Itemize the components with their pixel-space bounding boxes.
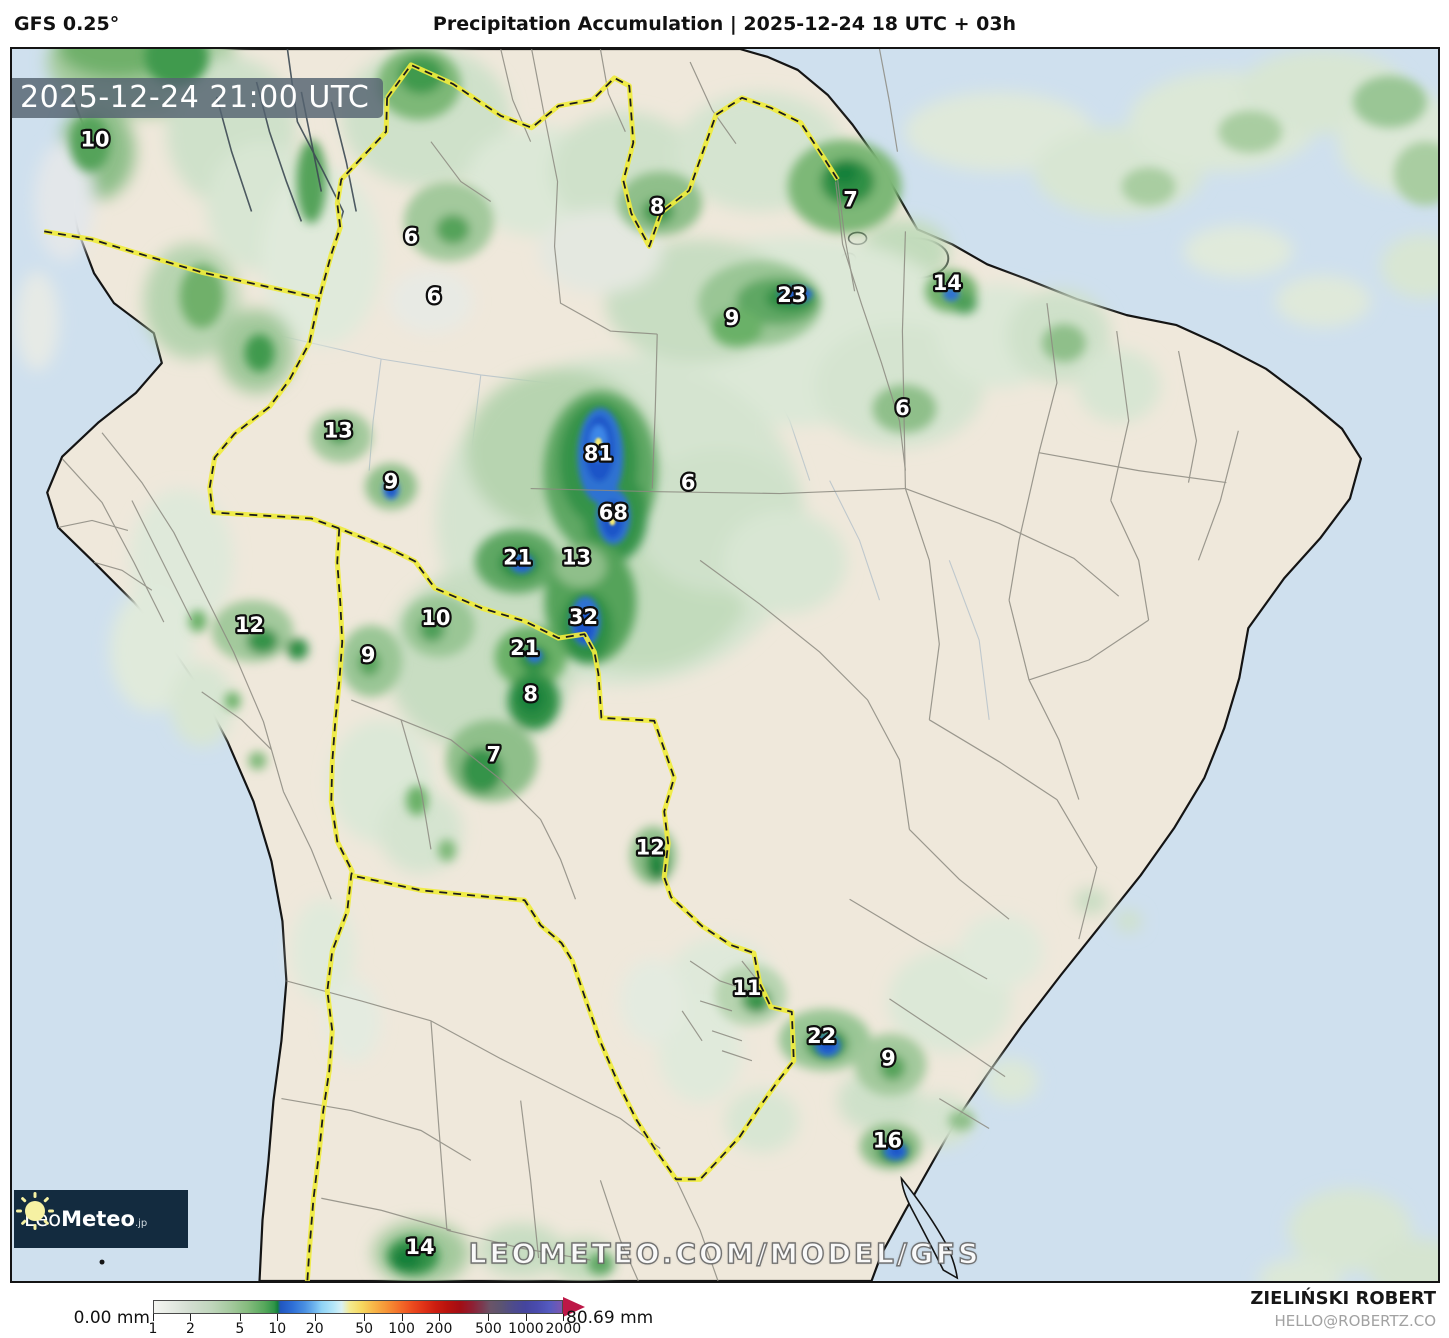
precip-max-dots xyxy=(594,437,616,526)
colorbar xyxy=(153,1300,563,1314)
legend-tick-label: 100 xyxy=(388,1321,415,1337)
legend-tick-mark xyxy=(239,1314,241,1321)
legend-max-label: 80.69 mm xyxy=(566,1308,654,1328)
legend-tick-label: 2 xyxy=(185,1321,195,1337)
precip-value-label: 16 xyxy=(873,1128,902,1152)
legend-tick-mark xyxy=(401,1314,403,1321)
map-canvas: 10 6 6 8 7 23 9 14 6 13 9 81 6 68 21 13 10 32 12 21 9 8 7 12 11 2… xyxy=(10,47,1440,1283)
precip-value-label: 6 xyxy=(427,284,442,308)
precip-value-label: 14 xyxy=(933,271,962,295)
precip-value-label: 9 xyxy=(361,643,376,667)
sun-icon xyxy=(16,1192,54,1230)
precip-value-label: 13 xyxy=(324,419,353,443)
legend-min-label: 0.00 mm xyxy=(73,1308,150,1328)
precip-value-label: 6 xyxy=(681,471,696,495)
precip-value-label: 23 xyxy=(777,283,806,307)
leometeo-logo: LeoMeteo.jp xyxy=(14,1190,188,1248)
legend-tick-mark xyxy=(525,1314,527,1321)
precip-blue-layer xyxy=(383,286,960,1161)
precip-value-label: 8 xyxy=(650,194,665,218)
header-bar: GFS 0.25° Precipitation Accumulation | 2… xyxy=(0,0,1449,47)
precip-value-label: 22 xyxy=(807,1024,836,1048)
precip-value-label: 9 xyxy=(384,470,399,494)
precip-value-label: 7 xyxy=(843,188,858,212)
model-label: GFS 0.25° xyxy=(14,13,120,35)
precip-value-label: 68 xyxy=(599,500,628,524)
watermark: LEOMETEO.COM/MODEL/GFS xyxy=(468,1236,982,1270)
legend-tick-mark xyxy=(153,1314,154,1321)
precip-value-label: 21 xyxy=(510,636,539,660)
legend-tick-label: 200 xyxy=(425,1321,453,1337)
precip-value-label: 12 xyxy=(235,613,264,637)
precip-value-label: 32 xyxy=(569,605,598,629)
logo-tld: .jp xyxy=(134,1218,148,1229)
precip-value-label: 7 xyxy=(486,743,501,767)
precip-value-label: 6 xyxy=(895,396,910,420)
legend-tick-label: 20 xyxy=(305,1321,324,1337)
legend-tick-mark xyxy=(314,1314,316,1321)
page-title: Precipitation Accumulation | 2025-12-24 … xyxy=(432,13,1017,35)
state-borders xyxy=(58,49,1239,1281)
legend-tick-mark xyxy=(439,1314,441,1321)
legend-tick-label: 50 xyxy=(355,1321,374,1337)
precip-value-label: 10 xyxy=(421,606,450,630)
legend-tick-mark xyxy=(277,1314,279,1321)
legend-tick-label: 1 xyxy=(148,1321,158,1337)
legend-tick-label: 10 xyxy=(268,1321,287,1337)
legend-tick-label: 5 xyxy=(235,1321,245,1337)
precip-value-label: 81 xyxy=(584,442,613,466)
legend-tick-mark xyxy=(364,1314,366,1321)
precip-value-label: 9 xyxy=(725,306,740,330)
legend-tick-label: 500 xyxy=(475,1321,502,1337)
precip-value-label: 9 xyxy=(881,1047,896,1071)
precip-value-label: 8 xyxy=(523,682,538,706)
precip-value-label: 6 xyxy=(404,224,419,248)
legend-tick-mark xyxy=(488,1314,490,1321)
precip-value-label: 11 xyxy=(732,976,761,1000)
credit-name: ZIELIŃSKI ROBERT xyxy=(1250,1288,1436,1309)
legend-tick-label: 2000 xyxy=(545,1321,582,1337)
legend-tick-mark xyxy=(190,1314,192,1321)
precip-value-label: 21 xyxy=(503,545,532,569)
credit-block: ZIELIŃSKI ROBERT HELLO@ROBERTZ.CO xyxy=(1250,1288,1436,1330)
precip-value-label: 12 xyxy=(636,835,665,859)
credit-email: HELLO@ROBERTZ.CO xyxy=(1274,1312,1436,1330)
precip-value-label: 14 xyxy=(405,1235,434,1259)
legend-tick-mark xyxy=(563,1314,565,1321)
precip-value-label: 13 xyxy=(562,545,591,569)
logo-meteo: Meteo xyxy=(61,1207,135,1231)
precip-value-label: 10 xyxy=(80,128,109,152)
legend-tick-label: 1000 xyxy=(508,1321,544,1337)
timestamp-badge: 2025-12-24 21:00 UTC xyxy=(12,78,384,118)
